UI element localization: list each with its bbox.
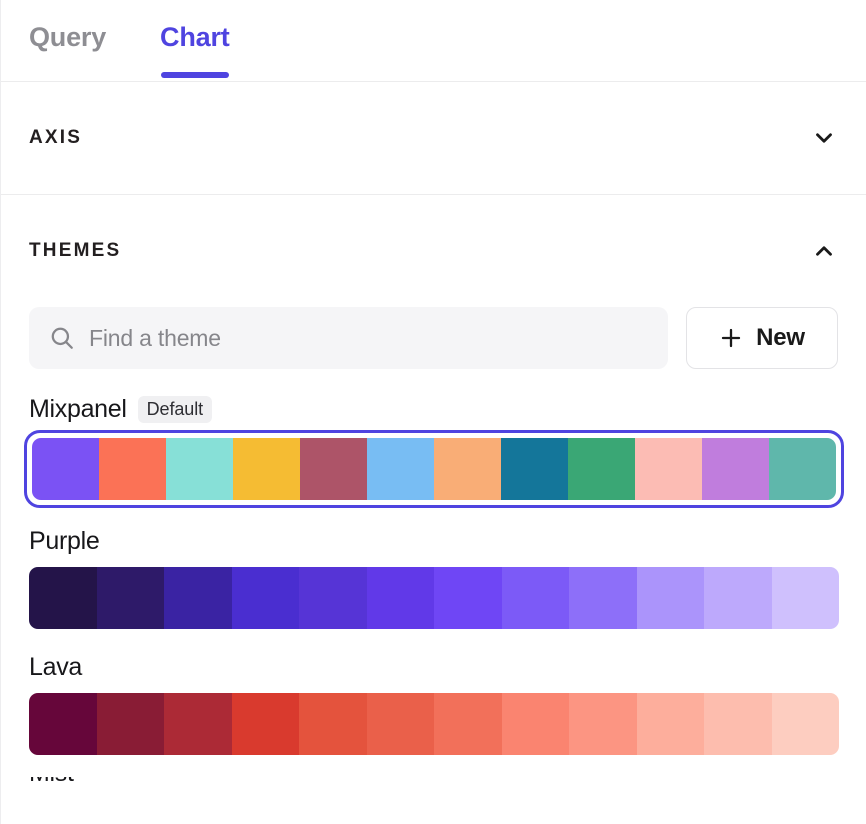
tab-chart-label: Chart — [160, 22, 230, 52]
color-swatch[interactable] — [96, 693, 164, 755]
swatch-bar — [32, 438, 836, 500]
tab-chart[interactable]: Chart — [160, 0, 230, 82]
new-theme-button[interactable]: New — [686, 307, 838, 369]
theme-swatches-selected[interactable] — [24, 430, 844, 508]
theme-name: Lava — [29, 652, 83, 681]
tab-query[interactable]: Query — [29, 0, 106, 82]
theme-item[interactable]: Purple — [29, 525, 839, 629]
theme-swatches[interactable] — [29, 693, 839, 755]
color-swatch[interactable] — [771, 693, 839, 755]
color-swatch[interactable] — [166, 438, 233, 500]
theme-header: Mixpanel Default — [29, 393, 838, 425]
color-swatch[interactable] — [231, 693, 299, 755]
color-swatch[interactable] — [771, 567, 839, 629]
theme-search-box[interactable] — [29, 307, 668, 369]
color-swatch[interactable] — [434, 567, 502, 629]
theme-search-row: New — [29, 307, 838, 369]
color-swatch[interactable] — [569, 567, 637, 629]
theme-list: Mixpanel Default Purple Lava — [24, 369, 844, 755]
theme-header: Purple — [29, 525, 838, 557]
theme-search-input[interactable] — [89, 324, 648, 352]
theme-name-clipped: Mist — [29, 777, 74, 787]
new-theme-label: New — [756, 324, 805, 351]
color-swatch[interactable] — [366, 693, 434, 755]
color-swatch[interactable] — [29, 693, 97, 755]
color-swatch[interactable] — [636, 693, 704, 755]
color-swatch[interactable] — [769, 438, 836, 500]
color-swatch[interactable] — [636, 567, 704, 629]
default-badge: Default — [137, 395, 212, 423]
color-swatch[interactable] — [233, 438, 300, 500]
chevron-up-icon[interactable] — [810, 237, 838, 265]
theme-item[interactable]: Mixpanel Default — [24, 393, 844, 508]
theme-item-clipped[interactable]: Mist — [29, 777, 838, 807]
section-themes-title: THEMES — [29, 240, 122, 261]
color-swatch[interactable] — [501, 693, 569, 755]
theme-swatches[interactable] — [29, 567, 839, 629]
plus-icon — [719, 326, 743, 350]
color-swatch[interactable] — [434, 438, 501, 500]
color-swatch[interactable] — [501, 438, 568, 500]
theme-name: Purple — [29, 526, 100, 555]
color-swatch[interactable] — [702, 438, 769, 500]
section-axis-title: AXIS — [29, 127, 83, 148]
color-swatch[interactable] — [367, 438, 434, 500]
swatch-bar — [29, 567, 839, 629]
tab-bar: Query Chart — [1, 0, 866, 82]
color-swatch[interactable] — [300, 438, 367, 500]
color-swatch[interactable] — [501, 567, 569, 629]
color-swatch[interactable] — [635, 438, 702, 500]
color-swatch[interactable] — [704, 693, 772, 755]
theme-name: Mixpanel — [29, 394, 127, 423]
search-icon — [49, 325, 75, 351]
color-swatch[interactable] — [569, 693, 637, 755]
color-swatch[interactable] — [96, 567, 164, 629]
color-swatch[interactable] — [231, 567, 299, 629]
color-swatch[interactable] — [299, 567, 367, 629]
color-swatch[interactable] — [366, 567, 434, 629]
themes-body: New Mixpanel Default Purple Lava Mist — [1, 307, 866, 807]
color-swatch[interactable] — [32, 438, 99, 500]
tab-query-label: Query — [29, 22, 107, 52]
color-swatch[interactable] — [164, 693, 232, 755]
color-swatch[interactable] — [704, 567, 772, 629]
color-swatch[interactable] — [29, 567, 97, 629]
theme-item[interactable]: Lava — [29, 651, 839, 755]
section-axis: AXIS — [1, 82, 866, 195]
swatch-bar — [29, 693, 839, 755]
color-swatch[interactable] — [164, 567, 232, 629]
color-swatch[interactable] — [99, 438, 166, 500]
theme-header: Lava — [29, 651, 838, 683]
color-swatch[interactable] — [568, 438, 635, 500]
section-themes-header[interactable]: THEMES — [1, 195, 866, 307]
color-swatch[interactable] — [434, 693, 502, 755]
chevron-down-icon[interactable] — [810, 124, 838, 152]
section-axis-header[interactable]: AXIS — [1, 82, 866, 194]
color-swatch[interactable] — [299, 693, 367, 755]
section-themes: THEMES New — [1, 195, 866, 807]
